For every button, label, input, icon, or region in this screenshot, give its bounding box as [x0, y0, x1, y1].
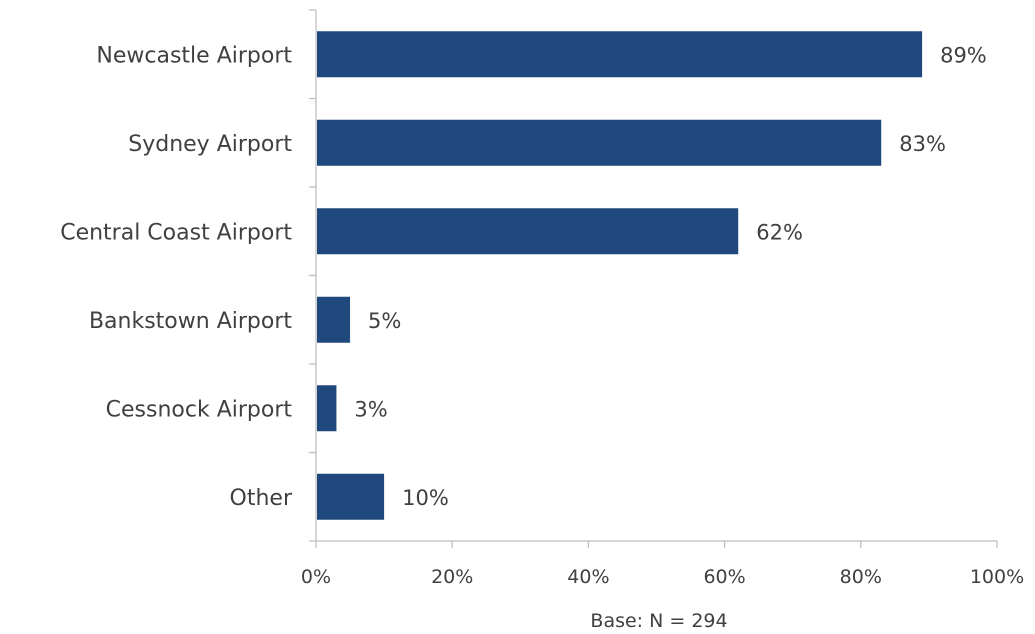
category-label: Newcastle Airport — [96, 43, 292, 68]
bar — [317, 385, 337, 432]
x-tick-label: 20% — [431, 566, 473, 588]
value-label: 83% — [899, 132, 946, 156]
labels-layer: 0% 20% 40% 60% 80% 100% Newcastle Airport 89% Sy… — [60, 43, 1024, 588]
category-label: Bankstown Airport — [89, 309, 292, 334]
value-label: 5% — [368, 309, 401, 333]
bar — [317, 208, 739, 255]
value-label: 62% — [756, 220, 803, 244]
x-tick-label: 60% — [703, 566, 745, 588]
bar — [317, 473, 385, 520]
x-tick-label: 0% — [301, 566, 331, 588]
category-label: Other — [230, 486, 293, 511]
bar — [317, 31, 923, 78]
category-label: Sydney Airport — [128, 132, 292, 157]
value-label: 3% — [354, 397, 387, 421]
bars-layer — [317, 31, 923, 520]
value-label: 89% — [940, 43, 987, 67]
x-tick-label: 40% — [567, 566, 609, 588]
bar — [317, 119, 882, 166]
category-label: Central Coast Airport — [60, 220, 292, 245]
x-tick-label: 100% — [970, 566, 1024, 588]
base-note: Base: N = 294 — [590, 610, 727, 632]
category-label: Cessnock Airport — [106, 397, 293, 422]
x-tick-label: 80% — [840, 566, 882, 588]
axes-layer — [309, 9, 998, 548]
bar — [317, 296, 351, 343]
value-label: 10% — [402, 486, 449, 510]
